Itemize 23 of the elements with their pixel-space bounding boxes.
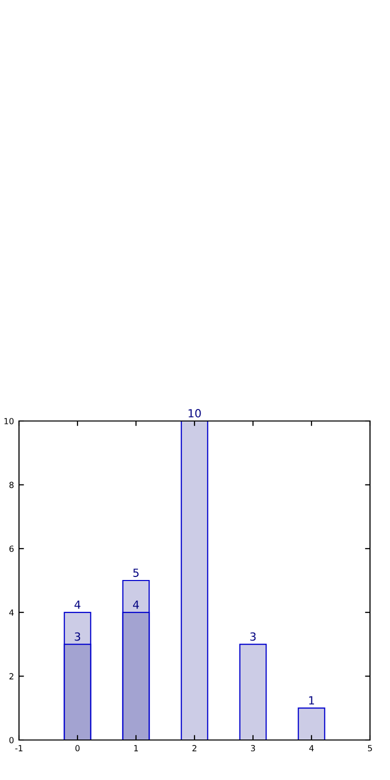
y-tick-label: 8: [9, 482, 14, 488]
x-tick-label: 4: [309, 745, 314, 752]
data-label: 3: [74, 632, 80, 641]
x-tick-label: 1: [134, 745, 138, 752]
y-tick-label: 10: [4, 418, 14, 424]
y-tick-label: 0: [9, 736, 14, 744]
data-label: 3: [250, 632, 256, 641]
data-label: 4: [74, 600, 80, 609]
x-tick-label: -1: [15, 745, 22, 752]
bar: [180, 421, 208, 740]
x-tick-label: 5: [368, 745, 372, 752]
data-label: 1: [309, 696, 314, 704]
bar: [298, 708, 326, 740]
bar: [239, 644, 267, 740]
data-label: 5: [133, 568, 139, 577]
x-tick-label: 3: [250, 745, 255, 752]
y-tick-label: 4: [9, 609, 14, 616]
y-tick-label: 6: [9, 546, 14, 552]
x-tick-label: 2: [192, 745, 196, 752]
data-label: 4: [133, 600, 139, 609]
data-label: 10: [188, 409, 201, 418]
x-tick-label: 0: [75, 745, 80, 752]
y-tick-label: 2: [9, 673, 14, 680]
